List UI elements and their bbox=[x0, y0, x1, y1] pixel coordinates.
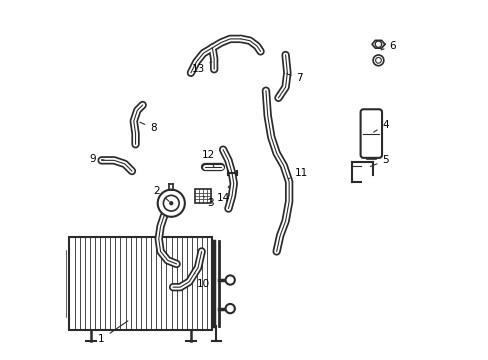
Text: 1: 1 bbox=[98, 321, 128, 344]
Polygon shape bbox=[371, 40, 384, 48]
Text: 13: 13 bbox=[191, 62, 211, 74]
FancyBboxPatch shape bbox=[360, 109, 381, 158]
Text: 8: 8 bbox=[140, 122, 156, 133]
Circle shape bbox=[225, 275, 234, 285]
Bar bbox=[195, 189, 211, 203]
Text: 11: 11 bbox=[287, 168, 307, 179]
Text: 2: 2 bbox=[153, 186, 169, 201]
Circle shape bbox=[225, 304, 234, 313]
Circle shape bbox=[163, 195, 179, 211]
Circle shape bbox=[374, 41, 381, 48]
Circle shape bbox=[372, 55, 383, 66]
Text: 6: 6 bbox=[380, 41, 395, 51]
Text: 3: 3 bbox=[203, 196, 213, 208]
Circle shape bbox=[169, 202, 172, 204]
Circle shape bbox=[56, 311, 65, 320]
Text: 10: 10 bbox=[194, 273, 209, 289]
Text: 14: 14 bbox=[216, 186, 229, 203]
Text: 12: 12 bbox=[202, 150, 215, 167]
Bar bbox=[69, 237, 212, 330]
Circle shape bbox=[157, 190, 184, 217]
Text: 9: 9 bbox=[89, 154, 104, 163]
Circle shape bbox=[56, 247, 65, 256]
Circle shape bbox=[375, 58, 381, 63]
Text: 5: 5 bbox=[369, 156, 388, 166]
Text: 7: 7 bbox=[286, 73, 303, 83]
Text: 4: 4 bbox=[373, 120, 388, 132]
